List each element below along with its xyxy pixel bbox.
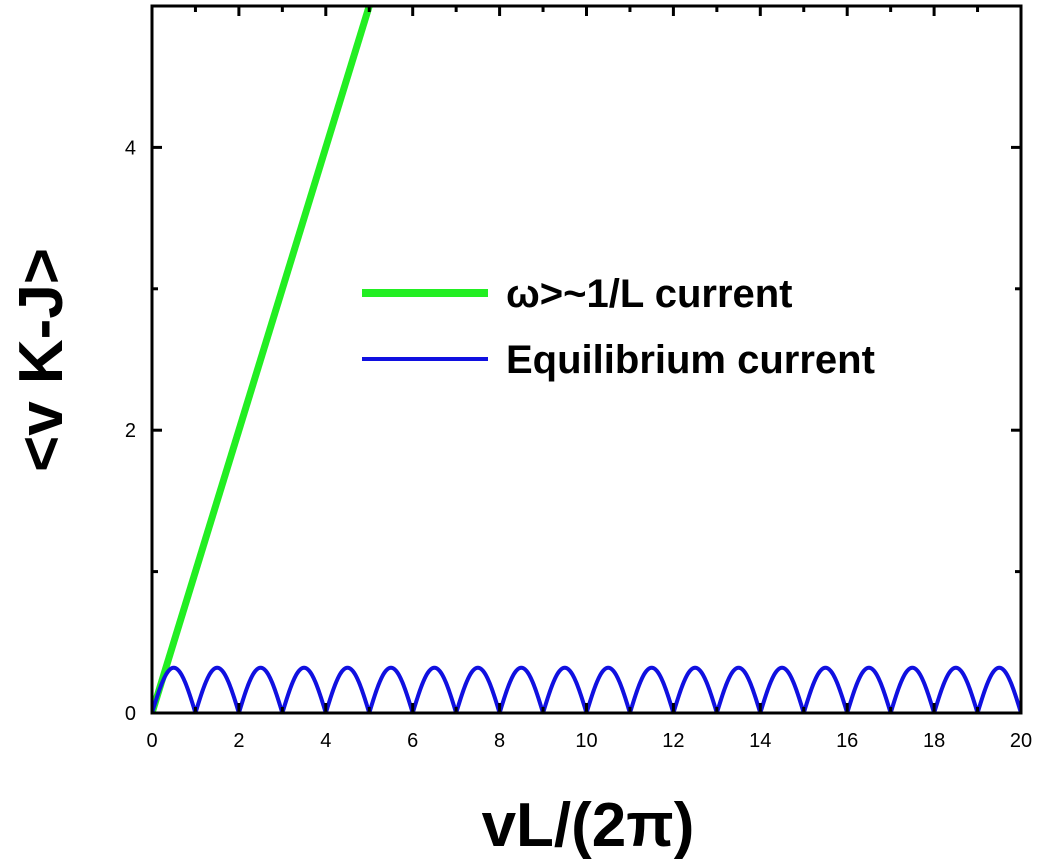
legend: ω>~1/L current Equilibrium current bbox=[362, 272, 875, 382]
x-tick-label: 8 bbox=[494, 730, 505, 752]
x-tick-label: 20 bbox=[1010, 730, 1032, 752]
x-tick-label: 18 bbox=[923, 730, 945, 752]
x-tick-label: 0 bbox=[146, 730, 157, 752]
x-tick-label: 4 bbox=[320, 730, 331, 752]
x-tick-label: 12 bbox=[662, 730, 684, 752]
x-axis-label: vL/(2π) bbox=[482, 791, 695, 859]
y-tick-label: 0 bbox=[125, 703, 136, 725]
legend-label-high-frequency-current: ω>~1/L current bbox=[506, 272, 793, 316]
y-axis-label: <v K-J> bbox=[7, 248, 76, 472]
y-tick-label: 2 bbox=[125, 420, 136, 442]
legend-label-equilibrium-current: Equilibrium current bbox=[506, 338, 875, 382]
x-tick-label: 14 bbox=[749, 730, 771, 752]
series-line-high-frequency-current bbox=[152, 6, 373, 713]
series-line-equilibrium-current bbox=[152, 665, 1021, 713]
x-tick-label: 10 bbox=[575, 730, 597, 752]
x-tick-label: 16 bbox=[836, 730, 858, 752]
y-tick-label: 4 bbox=[125, 137, 136, 159]
x-tick-label: 2 bbox=[233, 730, 244, 752]
x-tick-label: 6 bbox=[407, 730, 418, 752]
